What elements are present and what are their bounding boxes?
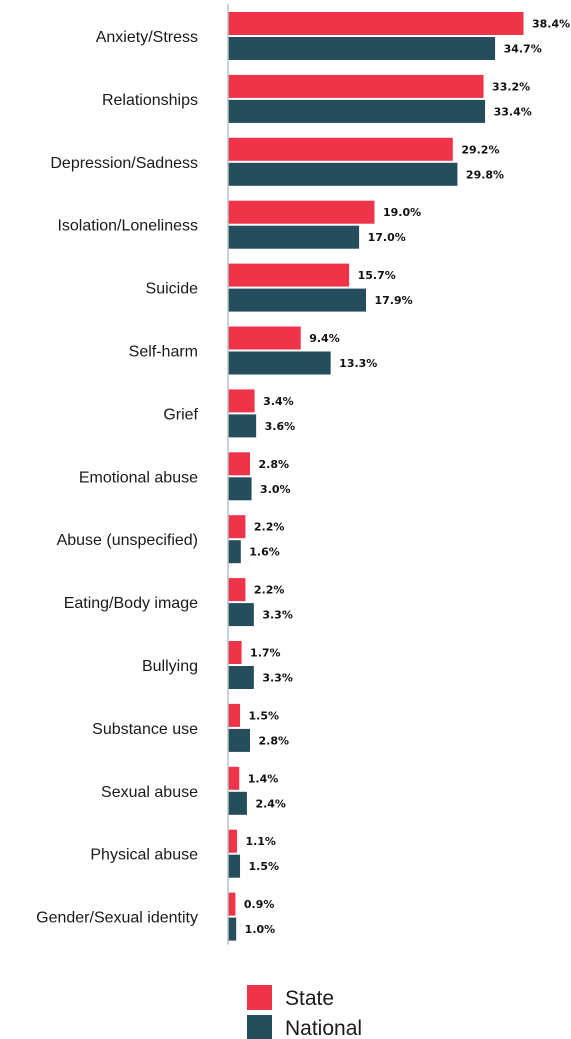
category-label-suicide: Suicide xyxy=(146,281,199,298)
bar-national-sexual-abuse xyxy=(228,791,247,815)
category-label-relationships: Relationships xyxy=(102,92,198,109)
legend-swatch-national xyxy=(247,1015,272,1039)
bar-state-relationships xyxy=(228,74,484,98)
data-label-state-physical-abuse: 1.1% xyxy=(245,835,276,848)
data-label-national-isolation-loneliness: 17.0% xyxy=(368,231,406,244)
data-label-state-abuse-unspecified: 2.2% xyxy=(254,521,285,534)
legend-label-national: National xyxy=(285,1017,362,1039)
data-label-national-physical-abuse: 1.5% xyxy=(249,860,280,873)
data-label-national-sexual-abuse: 2.4% xyxy=(255,797,286,810)
data-label-national-gender-sexual-identity: 1.0% xyxy=(245,923,276,936)
bar-state-physical-abuse xyxy=(228,829,237,853)
bar-national-gender-sexual-identity xyxy=(228,917,237,941)
data-label-national-substance-use: 2.8% xyxy=(259,734,290,747)
bar-national-grief xyxy=(228,414,257,438)
bar-national-emotional-abuse xyxy=(228,477,252,501)
bar-state-eating-body-image xyxy=(228,578,246,602)
category-label-gender-sexual-identity: Gender/Sexual identity xyxy=(36,910,198,927)
data-label-national-eating-body-image: 3.3% xyxy=(262,609,293,622)
labels-layer: Anxiety/Stress 38.4% 34.7% Relationships 33.… xyxy=(36,18,570,937)
data-label-state-depression-sadness: 29.2% xyxy=(461,143,499,156)
data-label-national-self-harm: 13.3% xyxy=(339,357,377,370)
data-label-state-emotional-abuse: 2.8% xyxy=(259,458,290,471)
category-label-isolation-loneliness: Isolation/Loneliness xyxy=(57,218,198,235)
category-label-sexual-abuse: Sexual abuse xyxy=(101,784,198,801)
data-label-national-anxiety-stress: 34.7% xyxy=(504,43,542,56)
category-label-eating-body-image: Eating/Body image xyxy=(64,595,198,612)
data-label-state-eating-body-image: 2.2% xyxy=(254,584,285,597)
bar-state-depression-sadness xyxy=(228,137,453,161)
bar-state-gender-sexual-identity xyxy=(228,892,236,916)
category-label-bullying: Bullying xyxy=(142,658,198,675)
category-label-physical-abuse: Physical abuse xyxy=(90,847,198,864)
bar-state-anxiety-stress xyxy=(228,12,524,35)
category-label-abuse-unspecified: Abuse (unspecified) xyxy=(57,532,198,549)
bar-state-grief xyxy=(228,389,255,413)
category-label-grief: Grief xyxy=(163,406,198,423)
category-label-substance-use: Substance use xyxy=(92,721,198,738)
data-label-state-substance-use: 1.5% xyxy=(249,709,280,722)
category-label-anxiety-stress: Anxiety/Stress xyxy=(96,29,198,46)
data-label-state-gender-sexual-identity: 0.9% xyxy=(244,898,275,911)
data-label-national-relationships: 33.4% xyxy=(494,105,532,118)
data-label-state-relationships: 33.2% xyxy=(492,80,530,93)
data-label-state-grief: 3.4% xyxy=(263,395,294,408)
bar-state-substance-use xyxy=(228,703,241,727)
data-label-state-isolation-loneliness: 19.0% xyxy=(383,206,421,219)
data-label-national-suicide: 17.9% xyxy=(375,294,413,307)
bar-state-isolation-loneliness xyxy=(228,200,375,224)
data-label-state-anxiety-stress: 38.4% xyxy=(532,18,570,31)
bar-national-abuse-unspecified xyxy=(228,540,241,564)
data-label-state-sexual-abuse: 1.4% xyxy=(248,772,279,785)
data-label-national-depression-sadness: 29.8% xyxy=(466,168,504,181)
bar-national-substance-use xyxy=(228,728,251,752)
bar-national-physical-abuse xyxy=(228,854,241,878)
bar-national-bullying xyxy=(228,666,254,689)
category-label-emotional-abuse: Emotional abuse xyxy=(79,469,198,486)
data-label-national-emotional-abuse: 3.0% xyxy=(260,483,291,496)
data-label-national-bullying: 3.3% xyxy=(262,672,293,685)
bar-state-sexual-abuse xyxy=(228,766,240,790)
bar-state-emotional-abuse xyxy=(228,452,251,476)
bar-national-anxiety-stress xyxy=(228,37,496,60)
bar-national-self-harm xyxy=(228,351,331,375)
data-label-national-abuse-unspecified: 1.6% xyxy=(249,546,280,559)
legend-swatch-state xyxy=(247,985,272,1010)
data-label-state-bullying: 1.7% xyxy=(250,647,281,660)
bar-state-bullying xyxy=(228,641,242,664)
bar-national-relationships xyxy=(228,99,486,123)
bar-state-self-harm xyxy=(228,326,301,350)
category-label-depression-sadness: Depression/Sadness xyxy=(50,155,198,172)
bar-national-eating-body-image xyxy=(228,603,254,627)
data-label-state-suicide: 15.7% xyxy=(358,269,396,282)
bar-national-suicide xyxy=(228,288,367,312)
legend-label-state: State xyxy=(285,987,334,1010)
bar-national-isolation-loneliness xyxy=(228,225,360,249)
legend: State National xyxy=(247,985,362,1039)
category-label-self-harm: Self-harm xyxy=(129,344,198,361)
bar-national-depression-sadness xyxy=(228,162,458,186)
data-label-state-self-harm: 9.4% xyxy=(309,332,340,345)
bars-layer xyxy=(228,12,524,941)
bar-state-suicide xyxy=(228,263,350,287)
bar-state-abuse-unspecified xyxy=(228,515,246,539)
data-label-national-grief: 3.6% xyxy=(265,420,296,433)
